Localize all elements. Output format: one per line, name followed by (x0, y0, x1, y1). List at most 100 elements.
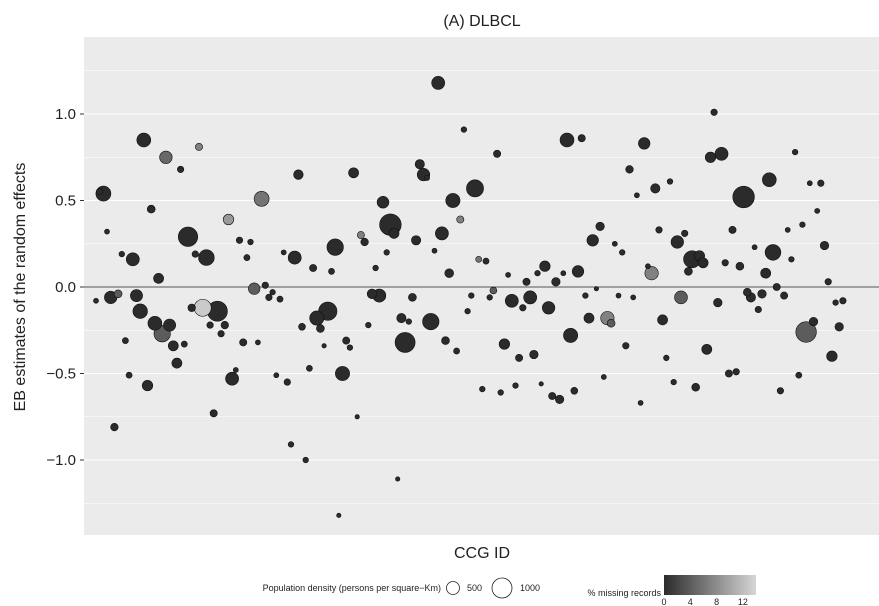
x-axis-label: CCG ID (454, 545, 510, 562)
data-point (479, 386, 486, 393)
data-point (751, 244, 758, 251)
data-point (735, 261, 745, 271)
data-point (542, 301, 556, 315)
data-point (346, 344, 354, 351)
color-legend-tick-label: 4 (688, 597, 693, 606)
color-legend-ticks: 0 4 8 12 (661, 595, 748, 606)
data-points (93, 76, 847, 518)
data-point (171, 357, 183, 369)
data-point (645, 263, 651, 270)
data-point (414, 159, 425, 170)
data-point (539, 260, 551, 272)
size-legend: Population density (persons per square−K… (263, 577, 540, 599)
y-axis-label: EB estimates of the random effects (12, 163, 29, 412)
data-point (697, 257, 709, 269)
data-point (365, 322, 372, 329)
data-point (424, 175, 430, 181)
data-point (832, 299, 839, 306)
data-point (177, 165, 185, 173)
data-point (383, 249, 390, 256)
data-point (577, 134, 586, 143)
data-point (445, 193, 461, 208)
data-point (147, 316, 163, 331)
data-point (360, 237, 369, 247)
data-point (125, 252, 140, 267)
data-point (354, 414, 360, 420)
data-point (615, 292, 622, 299)
color-legend-title: % missing records (587, 588, 661, 598)
data-point (586, 234, 599, 247)
data-point (760, 267, 772, 279)
data-point (666, 178, 674, 185)
data-point (405, 318, 412, 325)
data-point (788, 256, 795, 263)
data-point (191, 250, 199, 258)
data-point (728, 225, 737, 234)
data-point (504, 293, 519, 308)
data-point (198, 249, 215, 266)
data-point (529, 349, 539, 360)
data-point (498, 338, 510, 350)
data-point (193, 298, 212, 317)
data-point (795, 371, 803, 379)
data-point (435, 226, 449, 241)
data-point (582, 292, 589, 299)
y-tick-label: 0.5 (55, 193, 76, 210)
data-point (243, 254, 251, 261)
data-point (560, 270, 567, 277)
color-legend-tick-label: 0 (661, 597, 666, 606)
data-point (644, 266, 659, 281)
data-point (534, 270, 541, 277)
data-point (808, 317, 819, 327)
data-point (388, 228, 400, 239)
data-point (136, 132, 152, 148)
data-point (153, 273, 164, 284)
data-point (799, 221, 806, 228)
data-point (512, 382, 519, 389)
data-point (630, 294, 637, 301)
data-point (701, 343, 713, 355)
size-legend-label-1000: 1000 (520, 583, 540, 593)
data-point (177, 226, 199, 247)
data-point (551, 277, 561, 287)
data-point (118, 251, 125, 258)
data-point (460, 126, 468, 133)
data-point (431, 247, 438, 254)
data-point (721, 259, 729, 267)
data-point (273, 372, 280, 379)
data-point (316, 324, 325, 333)
data-point (571, 265, 585, 278)
data-point (159, 150, 173, 164)
data-point (141, 380, 154, 392)
data-point (622, 342, 630, 350)
data-point (655, 226, 663, 234)
data-point (814, 208, 821, 214)
data-point (611, 240, 618, 247)
data-point (287, 441, 295, 448)
color-legend-gradient-bar (664, 575, 756, 595)
data-point (593, 286, 599, 292)
data-point (563, 327, 579, 343)
data-point (395, 476, 401, 482)
data-point (637, 400, 644, 406)
data-point (206, 321, 214, 329)
data-point (619, 249, 626, 256)
data-point (713, 298, 723, 308)
color-legend: % missing records 0 4 8 12 (587, 575, 756, 606)
data-point (523, 290, 538, 305)
data-point (444, 268, 454, 278)
data-point (819, 240, 830, 251)
data-point (342, 336, 351, 345)
data-point (625, 165, 634, 174)
data-point (834, 322, 844, 332)
data-point (348, 167, 359, 179)
data-point (704, 151, 717, 163)
data-point (600, 374, 607, 380)
data-point (287, 250, 302, 265)
data-point (306, 364, 313, 372)
data-point (638, 137, 651, 150)
data-point (441, 336, 450, 345)
data-point (396, 313, 407, 324)
data-point (366, 288, 378, 300)
